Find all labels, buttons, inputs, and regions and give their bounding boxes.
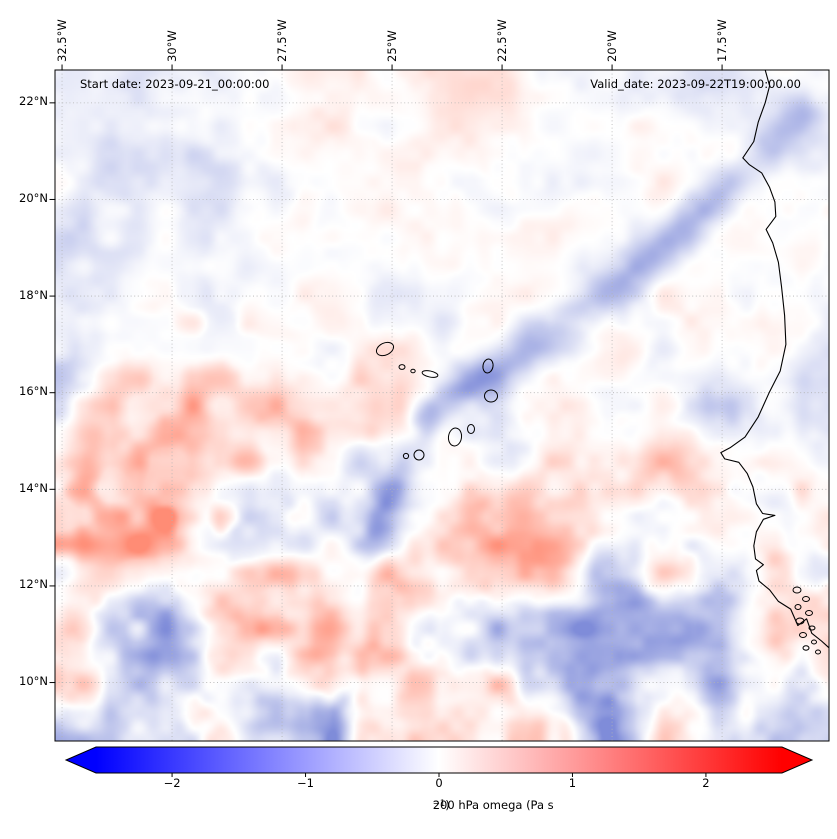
cape-verde-island: [375, 341, 395, 357]
cape-verde-island: [410, 368, 416, 374]
plot-border: [54, 69, 830, 742]
cape-verde-island: [421, 370, 439, 378]
cape-verde-island: [398, 364, 406, 370]
bijagos-island: [811, 639, 817, 645]
colorbar: [64, 746, 814, 777]
bijagos-island: [802, 596, 810, 602]
bijagos-island: [805, 610, 813, 616]
axis-ticks: [49, 64, 723, 684]
bijagos-island: [799, 632, 807, 638]
bijagos-island: [808, 625, 816, 631]
cape-verde-island: [447, 427, 463, 447]
bijagos-island: [792, 586, 802, 594]
bijagos-island: [815, 649, 821, 655]
omega-field-canvas: [55, 70, 829, 741]
cape-verde-island: [413, 449, 425, 461]
coastline-group: [375, 70, 829, 655]
cape-verde-island: [402, 452, 410, 460]
colorbar-gradient: [64, 746, 814, 774]
gridlines: [55, 70, 829, 741]
bijagos-island: [802, 645, 810, 651]
cape-verde-island: [467, 424, 475, 434]
cape-verde-island: [484, 389, 498, 403]
west-africa-coastline: [720, 70, 829, 649]
bijagos-island: [795, 617, 805, 625]
cape-verde-island: [482, 358, 494, 374]
bijagos-island: [794, 604, 802, 610]
